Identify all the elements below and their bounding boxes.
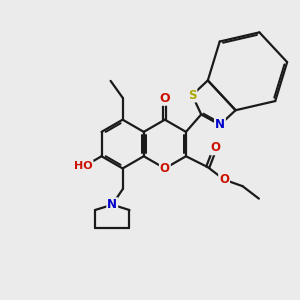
Text: O: O xyxy=(160,92,170,105)
Text: O: O xyxy=(210,141,220,154)
Text: N: N xyxy=(107,198,117,211)
Text: HO: HO xyxy=(74,161,93,171)
Text: N: N xyxy=(215,118,225,131)
Text: S: S xyxy=(188,88,197,101)
Text: O: O xyxy=(160,162,170,175)
Text: O: O xyxy=(219,173,229,186)
